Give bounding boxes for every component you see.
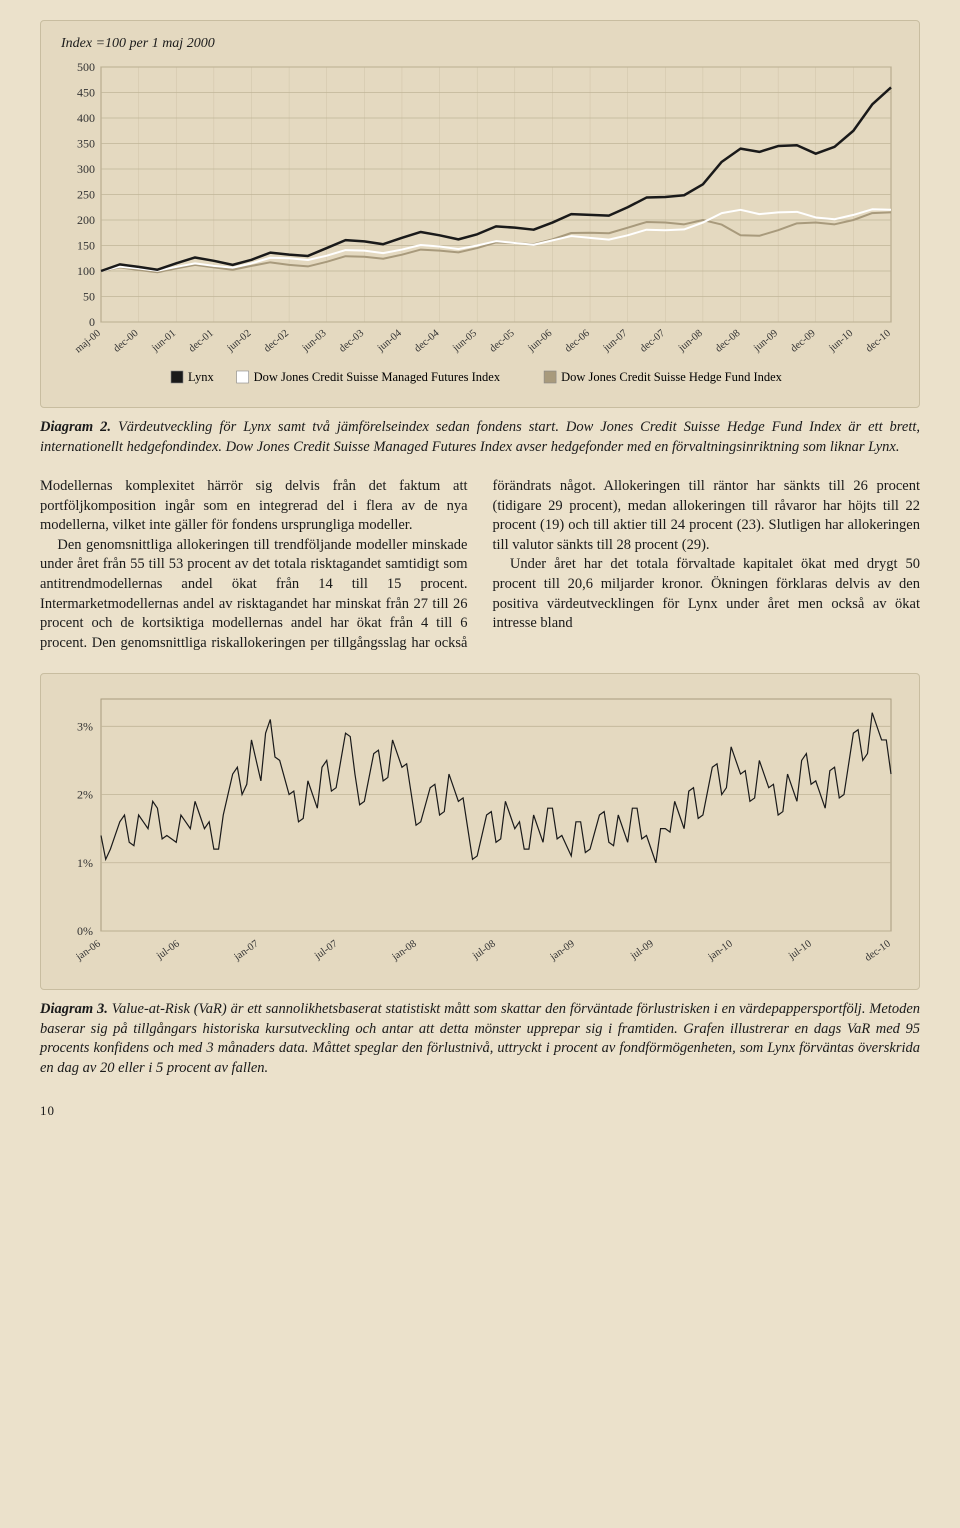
- svg-text:250: 250: [77, 188, 95, 202]
- body-p3: Under året har det totala förvaltade kap…: [493, 555, 921, 633]
- svg-text:jul-10: jul-10: [786, 939, 814, 963]
- svg-text:dec-08: dec-08: [713, 328, 742, 355]
- svg-text:dec-10: dec-10: [863, 939, 893, 964]
- caption1: Diagram 2. Värdeutveckling för Lynx samt…: [40, 418, 920, 457]
- svg-text:dec-01: dec-01: [187, 328, 216, 355]
- svg-text:jan-08: jan-08: [390, 939, 419, 964]
- body-p1: Modellernas komplexitet härrör sig delvi…: [40, 477, 468, 536]
- caption2: Diagram 3. Value-at-Risk (VaR) är ett sa…: [40, 1000, 920, 1078]
- svg-text:50: 50: [83, 290, 95, 304]
- svg-text:jan-07: jan-07: [232, 939, 261, 964]
- svg-text:jun-06: jun-06: [526, 328, 555, 355]
- svg-text:dec-10: dec-10: [864, 328, 893, 355]
- svg-text:500: 500: [77, 60, 95, 74]
- caption1-text: Värdeutveckling för Lynx samt två jämför…: [40, 419, 920, 455]
- caption2-text: Value-at-Risk (VaR) är ett sannolikhetsb…: [40, 1001, 920, 1076]
- svg-text:0%: 0%: [77, 924, 93, 938]
- svg-text:jun-05: jun-05: [450, 328, 479, 355]
- svg-text:jun-04: jun-04: [375, 327, 404, 354]
- svg-text:jan-06: jan-06: [74, 939, 103, 964]
- chart1: 0 50 100 150 200 250 300 350 400 450 500 maj-00 dec-…: [61, 57, 901, 397]
- svg-text:Dow Jones Credit Suisse Manage: Dow Jones Credit Suisse Managed Futures …: [254, 370, 501, 384]
- svg-text:jul-07: jul-07: [312, 939, 340, 963]
- svg-text:dec-06: dec-06: [563, 328, 592, 355]
- svg-text:0: 0: [89, 315, 95, 329]
- svg-text:dec-04: dec-04: [413, 327, 443, 354]
- svg-text:jun-02: jun-02: [225, 328, 254, 355]
- svg-text:dec-03: dec-03: [337, 328, 366, 355]
- svg-text:400: 400: [77, 111, 95, 125]
- svg-text:300: 300: [77, 162, 95, 176]
- svg-text:jun-03: jun-03: [300, 328, 329, 355]
- svg-text:450: 450: [77, 86, 95, 100]
- svg-text:jan-10: jan-10: [706, 939, 735, 964]
- svg-text:100: 100: [77, 264, 95, 278]
- svg-text:3%: 3%: [77, 719, 93, 733]
- svg-text:jun-10: jun-10: [826, 328, 855, 355]
- svg-text:jun-01: jun-01: [149, 328, 178, 355]
- svg-text:150: 150: [77, 239, 95, 253]
- svg-text:jul-09: jul-09: [628, 939, 656, 963]
- svg-text:350: 350: [77, 137, 95, 151]
- svg-text:jul-08: jul-08: [470, 939, 498, 963]
- svg-text:dec-09: dec-09: [789, 328, 818, 355]
- svg-text:1%: 1%: [77, 856, 93, 870]
- svg-text:dec-02: dec-02: [262, 328, 291, 355]
- chart1-card: Index =100 per 1 maj 2000 0 50 100 150 200 25…: [40, 20, 920, 408]
- svg-text:maj-00: maj-00: [73, 328, 103, 356]
- svg-text:jun-08: jun-08: [676, 328, 705, 355]
- svg-text:dec-05: dec-05: [488, 328, 517, 355]
- svg-text:Dow Jones Credit Suisse Hedge: Dow Jones Credit Suisse Hedge Fund Index: [561, 370, 783, 384]
- page-number: 10: [40, 1103, 920, 1119]
- chart2-card: 0% 1% 2% 3% jan-06 jul-06 jan-07 jul-07 jan-08 ju…: [40, 673, 920, 990]
- svg-text:Lynx: Lynx: [188, 370, 214, 384]
- caption2-label: Diagram 3.: [40, 1001, 108, 1017]
- chart1-subtitle: Index =100 per 1 maj 2000: [61, 36, 899, 52]
- svg-text:dec-00: dec-00: [112, 328, 141, 355]
- svg-text:jun-09: jun-09: [751, 328, 780, 355]
- svg-text:2%: 2%: [77, 788, 93, 802]
- caption1-label: Diagram 2.: [40, 419, 111, 435]
- svg-text:200: 200: [77, 213, 95, 227]
- svg-text:jan-09: jan-09: [548, 939, 577, 964]
- chart2: 0% 1% 2% 3% jan-06 jul-06 jan-07 jul-07 jan-08 ju…: [61, 689, 901, 979]
- svg-text:dec-07: dec-07: [638, 328, 667, 355]
- body-text: Modellernas komplexitet härrör sig delvi…: [40, 477, 920, 653]
- svg-text:jul-06: jul-06: [154, 939, 182, 963]
- svg-text:jun-07: jun-07: [601, 328, 630, 355]
